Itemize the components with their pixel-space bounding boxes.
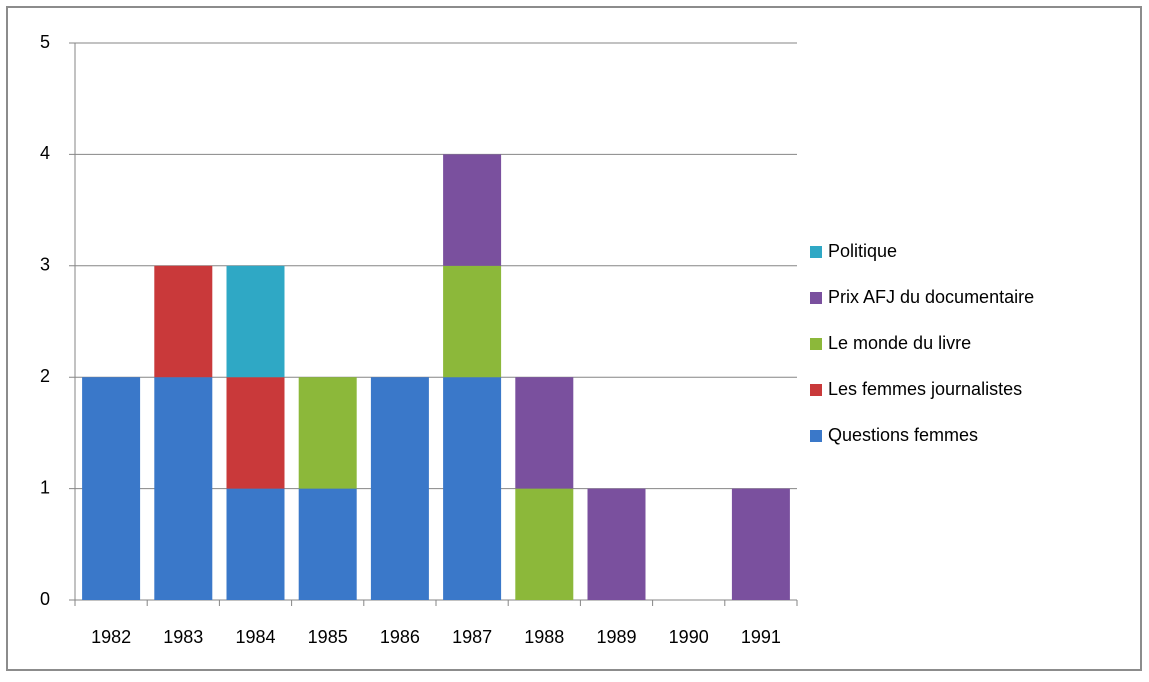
bar-segment xyxy=(443,154,502,266)
legend-swatch xyxy=(810,338,822,350)
bar-segment xyxy=(226,265,285,378)
legend-swatch xyxy=(810,384,822,396)
bar-segment xyxy=(226,488,285,600)
legend-swatch xyxy=(810,246,822,258)
x-tick-label: 1991 xyxy=(741,627,781,647)
bar-segment xyxy=(515,377,574,489)
legend-label: Politique xyxy=(828,241,897,261)
y-tick-label: 3 xyxy=(40,255,50,275)
legend-label: Questions femmes xyxy=(828,425,978,445)
x-tick-label: 1986 xyxy=(380,627,420,647)
bar-segment xyxy=(154,265,213,378)
x-tick-label: 1983 xyxy=(163,627,203,647)
bar-segment xyxy=(515,488,574,600)
bar-segment xyxy=(154,377,213,600)
bar-segment xyxy=(226,377,285,489)
y-tick-label: 5 xyxy=(40,32,50,52)
x-tick-label: 1987 xyxy=(452,627,492,647)
bar-segment xyxy=(298,488,357,600)
bar-segment xyxy=(587,488,646,600)
legend-swatch xyxy=(810,430,822,442)
x-tick-label: 1988 xyxy=(524,627,564,647)
legend-label: Prix AFJ du documentaire xyxy=(828,287,1034,307)
y-tick-label: 2 xyxy=(40,366,50,386)
y-tick-label: 4 xyxy=(40,143,50,163)
x-tick-label: 1984 xyxy=(235,627,275,647)
bar-segment xyxy=(443,377,502,600)
y-tick-label: 0 xyxy=(40,589,50,609)
x-tick-label: 1989 xyxy=(596,627,636,647)
x-tick-label: 1990 xyxy=(669,627,709,647)
x-tick-label: 1985 xyxy=(308,627,348,647)
bar-segment xyxy=(731,488,790,600)
x-tick-label: 1982 xyxy=(91,627,131,647)
bar-segment xyxy=(298,377,357,489)
bar-segment xyxy=(82,377,141,600)
bar-segment xyxy=(443,265,502,378)
y-tick-label: 1 xyxy=(40,477,50,497)
legend-swatch xyxy=(810,292,822,304)
legend-label: Le monde du livre xyxy=(828,333,971,353)
bar-segment xyxy=(370,377,429,600)
legend-label: Les femmes journalistes xyxy=(828,379,1022,399)
